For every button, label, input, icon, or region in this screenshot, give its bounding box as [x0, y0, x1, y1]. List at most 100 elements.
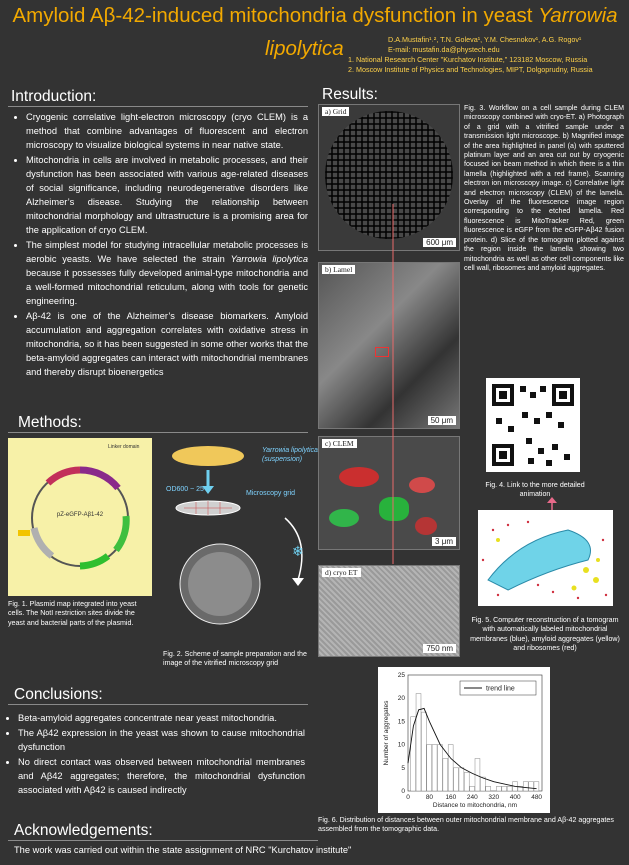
conclusion-3: No direct contact was observed between m… — [18, 755, 305, 797]
legend-box — [459, 680, 537, 696]
fig5-caption: Fig. 5. Computer reconstruction of a tom… — [470, 616, 620, 653]
affiliation-1: 1. National Research Center "Kurchatov I… — [348, 55, 588, 64]
ack-heading: Acknowledgements: — [14, 822, 153, 839]
x-tick-label: 80 — [426, 794, 434, 801]
x-tick-label: 240 — [467, 794, 478, 801]
linker-label: Linker domain — [108, 444, 140, 450]
histogram-bar — [469, 786, 475, 792]
tomogram-reconstruction — [478, 510, 613, 606]
x-tick-label: 320 — [488, 794, 499, 801]
histogram-bar — [437, 744, 443, 792]
y-tick-label: 20 — [398, 695, 406, 702]
histogram-bar — [496, 786, 502, 792]
intro-bullets: Cryogenic correlative light-electron mic… — [8, 110, 308, 380]
affiliation-2: 2. Moscow Institute of Physics and Techn… — [348, 65, 593, 74]
histogram-bar — [453, 767, 459, 792]
panel-b-lamella: b) Lamel 50 μm — [318, 262, 460, 429]
histogram-bar — [415, 693, 422, 792]
histogram-bar — [421, 711, 427, 792]
histogram-bar — [517, 786, 524, 792]
fig6-caption: Fig. 6. Distribution of distances betwee… — [318, 816, 614, 834]
fig4-caption: Fig. 4. Link to the more detailed animat… — [485, 481, 585, 499]
conclusion-2: The Aβ42 expression in the yeast was sho… — [18, 726, 305, 754]
intro-heading: Introduction: — [11, 88, 97, 105]
intro-bullet-3: The simplest model for studying intracel… — [26, 238, 308, 308]
authors: D.A.Mustafin¹˒², T.N. Goleva¹, Y.M. Ches… — [388, 35, 582, 44]
connector-lines — [392, 204, 394, 564]
histogram-bar — [410, 716, 416, 792]
qr-code[interactable] — [486, 378, 580, 472]
histogram-bar — [480, 776, 486, 792]
arrow-icon — [292, 578, 304, 586]
down-arrow-icon — [202, 486, 214, 494]
y-axis-label: Number of aggregates — [383, 700, 390, 765]
intro-bullet-1: Cryogenic correlative light-electron mic… — [26, 110, 308, 152]
scale-bar-d: 750 nm — [423, 644, 456, 653]
histogram-bar — [522, 781, 529, 792]
results-heading: Results: — [322, 86, 378, 103]
trend-line — [407, 707, 537, 790]
x-tick-label: 0 — [406, 794, 410, 801]
panel-c-label: c) CLEM — [322, 439, 357, 448]
histogram-bar — [458, 767, 465, 792]
conclusions-rule — [8, 704, 308, 705]
conclusions-heading: Conclusions: — [14, 686, 103, 703]
x-axis-label: Distance to mitochondria, nm — [433, 802, 517, 809]
authors-block: D.A.Mustafin¹˒², T.N. Goleva¹, Y.M. Ches… — [348, 35, 593, 75]
grid-label: Microscopy grid — [246, 490, 296, 497]
panel-b-label: b) Lamel — [322, 265, 356, 274]
conclusion-1: Beta-amyloid aggregates concentrate near… — [18, 711, 305, 725]
scale-bar-c: 3 μm — [432, 537, 456, 546]
y-tick-label: 0 — [401, 788, 405, 795]
y-tick-label: 5 — [401, 765, 405, 772]
plasmid-map: pZ-eGFP-Aβ1-42 Linker domain — [8, 438, 152, 596]
qr-code-icon — [492, 384, 574, 466]
intro-bullet-4: Aβ-42 is one of the Alzheimer’s disease … — [26, 309, 308, 379]
poster-title: Amyloid Aβ-42-induced mitochondria dysfu… — [10, 4, 620, 28]
sample-prep-scheme: ❄ — [172, 446, 304, 625]
ack-text: The work was carried out within the stat… — [14, 845, 352, 855]
email: E-mail: mustafin.da@phystech.edu — [388, 45, 500, 54]
yeast-label: Yarrowia lipolytica (suspension) — [262, 447, 318, 463]
methods-heading: Methods: — [18, 414, 82, 431]
histogram-bar — [442, 758, 449, 792]
fig2-caption: Fig. 2. Scheme of sample preparation and… — [163, 650, 307, 668]
methods-rule — [8, 432, 308, 433]
panel-a-grid: a) Grid 600 μm — [318, 104, 460, 251]
plasmid-map-svg: pZ-eGFP-Aβ1-42 Linker domain — [18, 444, 140, 570]
panel-d-tomogram: d) cryo ET 750 nm — [318, 565, 460, 657]
legend-label: trend line — [486, 686, 515, 693]
panel-d-label: d) cryo ET — [322, 568, 361, 577]
y-tick-label: 25 — [398, 672, 406, 679]
intro-rule — [8, 106, 308, 107]
histogram-bar — [431, 744, 438, 792]
scale-bar-a: 600 μm — [423, 238, 456, 247]
od-label: OD600 ~ 25 — [166, 486, 204, 493]
histogram-bar — [426, 744, 432, 792]
panel-a-label: a) Grid — [322, 107, 350, 116]
distance-histogram: 0 80 160 240 320 400 480 0 5 10 15 20 25 Distance to … — [383, 672, 542, 809]
title-species-line2: lipolytica — [265, 37, 344, 60]
x-tick-label: 400 — [510, 794, 521, 801]
histogram-bar — [485, 786, 491, 792]
histogram-bar — [501, 786, 507, 792]
fig3-caption: Fig. 3. Workflow on a cell sample during… — [464, 104, 624, 272]
histogram-bar — [528, 781, 534, 792]
intro-bullet-2: Mitochondria in cells are involved in me… — [26, 153, 308, 237]
y-tick-label: 15 — [398, 718, 406, 725]
up-arrow-icon — [547, 497, 557, 511]
histogram-bar — [506, 786, 513, 792]
snowflake-icon: ❄ — [292, 543, 304, 559]
x-tick-label: 160 — [445, 794, 456, 801]
panel-c-clem: c) CLEM 3 μm — [318, 436, 460, 550]
conclusions-bullets: Beta-amyloid aggregates concentrate near… — [0, 711, 305, 798]
plasmid-name: pZ-eGFP-Aβ1-42 — [57, 512, 104, 518]
x-tick-label: 480 — [531, 794, 542, 801]
histogram-bar — [447, 744, 454, 792]
ack-rule — [8, 840, 318, 841]
y-tick-label: 10 — [398, 742, 406, 749]
histogram-panel: 0 80 160 240 320 400 480 0 5 10 15 20 25 Distance to … — [378, 667, 550, 813]
histogram-bar — [533, 781, 540, 792]
title-species: Yarrowia — [538, 4, 618, 27]
title-main: Amyloid Aβ-42-induced mitochondria dysfu… — [12, 4, 539, 27]
